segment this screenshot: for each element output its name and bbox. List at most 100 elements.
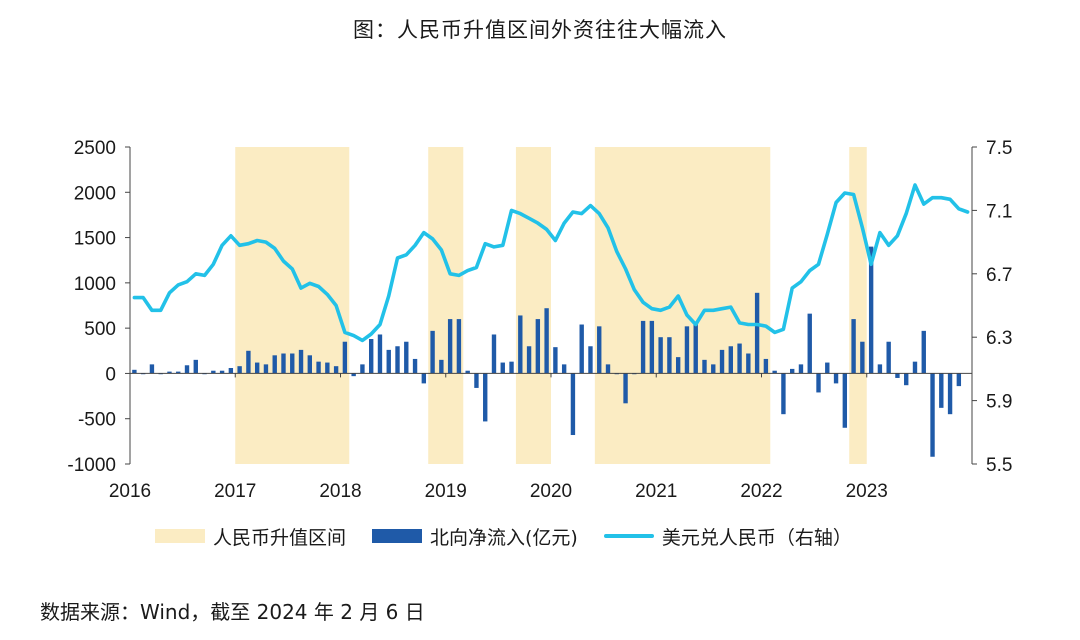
bar-point <box>360 364 365 374</box>
bar-point <box>956 373 962 387</box>
bar-point <box>500 362 505 374</box>
bar-point <box>325 362 330 374</box>
bar-point <box>456 319 462 374</box>
bar-point <box>754 292 760 374</box>
bar-point <box>623 373 628 404</box>
bar-point <box>447 319 453 374</box>
bar-point <box>781 373 786 415</box>
bar-point <box>526 346 532 374</box>
bar-point <box>605 364 611 374</box>
bar-point <box>483 373 488 422</box>
right-tick-label: 5.5 <box>986 455 1012 476</box>
x-tick-label: 2016 <box>109 481 151 502</box>
x-tick-label: 2023 <box>846 481 888 502</box>
legend-item-bar: 北向净流入(亿元) <box>372 523 578 550</box>
bar-point <box>693 322 698 374</box>
bar-point <box>167 371 172 374</box>
bar-point <box>474 373 479 388</box>
bar-point <box>263 364 269 374</box>
bar-point <box>193 359 198 374</box>
bar-point <box>912 361 918 374</box>
right-tick-label: 5.9 <box>986 392 1012 413</box>
bar-point <box>842 373 848 428</box>
bar-point <box>281 353 286 374</box>
bar-point <box>807 313 812 374</box>
x-tick-label: 2021 <box>635 481 677 502</box>
x-tick-label: 2020 <box>530 481 572 502</box>
right-tick-label: 7.1 <box>986 201 1012 222</box>
bar-point <box>404 341 409 374</box>
bar-point <box>868 246 874 374</box>
bar-point <box>219 370 225 374</box>
bar-point <box>149 364 155 374</box>
bar-point <box>895 373 900 378</box>
bar-point <box>711 364 716 374</box>
bar-point <box>746 353 751 374</box>
bar-point <box>904 373 909 386</box>
bar-point <box>237 366 242 374</box>
usdcny-line <box>132 183 970 343</box>
bar-point <box>570 373 576 436</box>
bar-point <box>421 373 427 384</box>
bar-point <box>553 347 558 374</box>
line-series <box>132 183 970 343</box>
bar-point <box>307 355 312 374</box>
bar-point <box>886 341 891 374</box>
bar-point <box>588 346 593 374</box>
bar-point <box>947 373 953 415</box>
bar-point <box>763 358 769 374</box>
bar-point <box>228 367 234 374</box>
bar-point <box>369 339 374 374</box>
bar-point <box>772 370 777 374</box>
bar-point <box>561 364 567 374</box>
bar-point <box>386 349 391 374</box>
bar-point <box>798 364 804 374</box>
chart-title: 图：人民币升值区间外资往往大幅流入 <box>353 18 727 42</box>
right-tick-label: 6.3 <box>986 328 1012 349</box>
bar-point <box>535 319 541 374</box>
bar-point <box>816 373 821 393</box>
right-tick-label: 7.5 <box>986 138 1012 159</box>
legend-swatch-band <box>155 529 205 543</box>
bar-point <box>658 337 663 374</box>
bar-point <box>939 373 944 408</box>
bar-point <box>930 373 935 457</box>
legend-swatch-line <box>603 534 654 538</box>
tick-labels: 2500 2000 1500 1000 500 0 -500 -1000 7.5 7.1 6.7 6.… <box>67 138 1012 502</box>
bar-point <box>412 358 418 374</box>
legend: 人民币升值区间 北向净流入(亿元) 美元兑人民币（右轴） <box>155 522 878 550</box>
bar-point <box>184 365 190 374</box>
bar-point <box>833 373 839 384</box>
bar-point <box>544 308 549 374</box>
bar-point <box>640 320 646 374</box>
left-tick-label: 1000 <box>74 274 116 295</box>
bar-point <box>290 353 295 374</box>
legend-label-bar: 北向净流入(亿元) <box>430 526 578 549</box>
left-tick-label: 2500 <box>74 138 116 159</box>
bar-point <box>684 326 690 374</box>
bar-point <box>333 366 339 374</box>
bar-point <box>719 349 725 374</box>
bar-point <box>465 370 470 374</box>
bar-point <box>395 346 400 374</box>
bar-point <box>377 334 383 374</box>
appreciation-band-0 <box>235 147 350 464</box>
left-tick-label: -1000 <box>67 455 116 476</box>
bar-point <box>877 364 883 374</box>
bar-point <box>597 326 602 374</box>
legend-item-line: 美元兑人民币（右轴） <box>603 523 852 550</box>
right-tick-label: 6.7 <box>986 265 1012 286</box>
legend-item-band: 人民币升值区间 <box>155 523 346 550</box>
bar-point <box>298 349 304 374</box>
bar-point <box>737 343 742 374</box>
bar-point <box>851 319 856 374</box>
bar-point <box>790 368 795 374</box>
left-tick-label: 0 <box>105 364 116 385</box>
bar-point <box>351 373 356 377</box>
bar-point <box>254 362 260 374</box>
appreciation-band-1 <box>428 147 464 464</box>
bar-point <box>860 341 865 374</box>
bar-series <box>132 246 962 457</box>
bar-point <box>132 369 137 374</box>
